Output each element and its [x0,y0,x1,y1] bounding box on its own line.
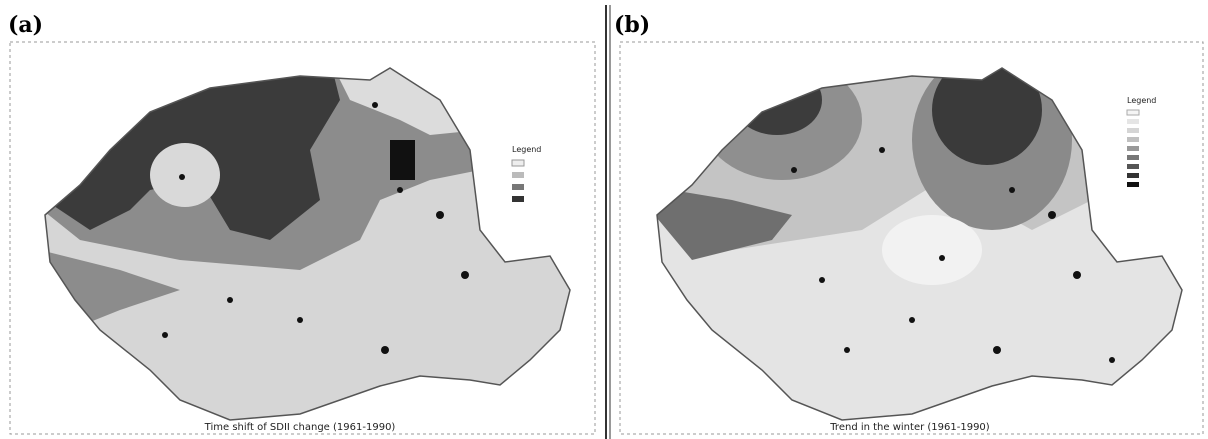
caption: Trend in the winter (1961-1990) [829,422,989,433]
figure: (a) Legend Time shift of SDII change (19… [0,0,1208,439]
map [612,0,1208,439]
panel-label: (a) [8,12,43,38]
map [0,0,600,439]
legend-title: Legend [512,145,541,154]
page: (a) Legend Time shift of SDII change (19… [0,0,1208,439]
legend: Legend [1127,96,1156,187]
panel-label: (b) [614,12,650,38]
panel-a: (a) Legend Time shift of SDII change (19… [0,0,600,439]
legend: Legend [512,145,541,202]
panel-b: (b) Legend [612,0,1208,439]
caption: Time shift of SDII change (1961-1990) [204,422,396,433]
legend-title: Legend [1127,96,1156,105]
